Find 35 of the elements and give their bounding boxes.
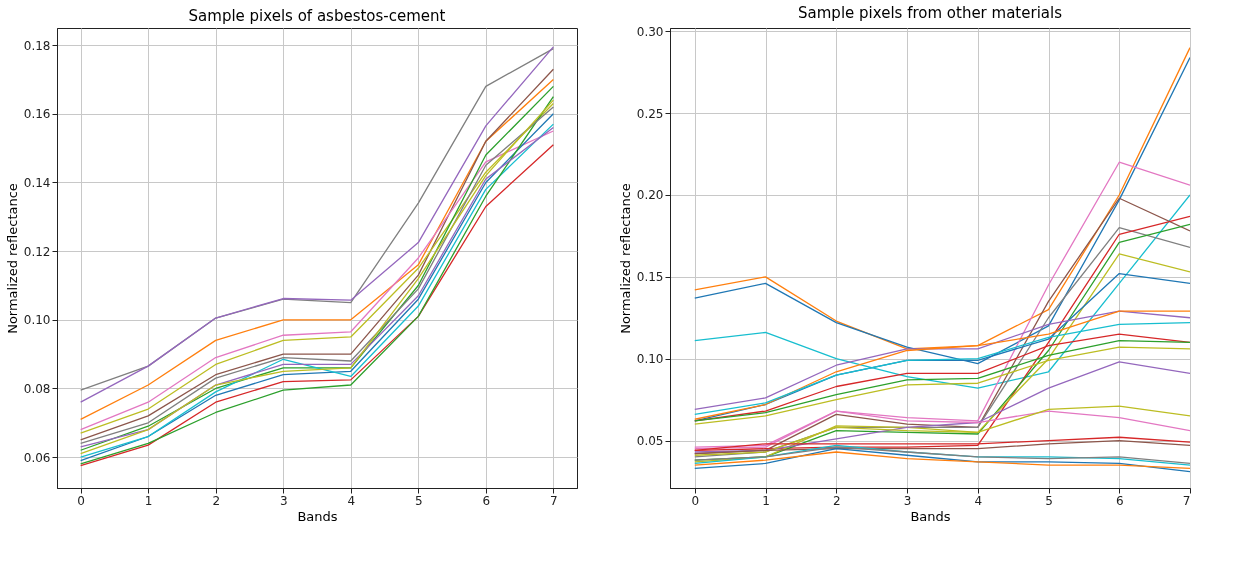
x-tick-label: 0 [77,493,85,508]
y-tick-label: 0.08 [23,381,51,396]
y-tick-label: 0.12 [23,244,51,259]
x-tick-label: 6 [482,493,491,508]
y-tick-label: 0.16 [23,107,51,122]
x-tick-label: 2 [212,493,221,508]
x-tick-label: 5 [414,493,423,508]
y-tick-label: 0.30 [636,24,664,39]
chart-title: Sample pixels from other materials [798,4,1063,23]
y-tick-label: 0.14 [23,175,51,190]
x-tick-label: 5 [1045,493,1053,508]
chart-title: Sample pixels of asbestos-cement [188,7,446,25]
x-tick-label: 3 [903,493,912,508]
x-tick-label: 4 [974,493,983,508]
x-axis-title: Bands [297,508,338,524]
x-tick-label: 1 [762,493,770,508]
x-tick-label: 1 [144,493,153,508]
y-axis-title: Normalized reflectance [4,183,20,334]
y-tick-label: 0.10 [636,352,664,367]
x-tick-label: 7 [1182,493,1191,508]
x-tick-label: 3 [279,493,288,508]
y-axis-title: Normalized reflectance [617,183,633,334]
y-tick-label: 0.06 [23,450,51,465]
x-tick-label: 2 [832,493,841,508]
x-tick-label: 4 [347,493,356,508]
y-tick-label: 0.15 [636,270,664,285]
y-tick-label: 0.10 [23,313,51,328]
y-tick-label: 0.05 [636,434,664,449]
x-tick-label: 7 [550,493,558,508]
y-tick-label: 0.20 [636,188,664,203]
y-tick-label: 0.25 [636,106,664,121]
x-tick-label: 0 [691,493,700,508]
x-axis-title: Bands [910,508,951,524]
y-tick-label: 0.18 [23,38,51,53]
x-tick-label: 6 [1115,493,1124,508]
